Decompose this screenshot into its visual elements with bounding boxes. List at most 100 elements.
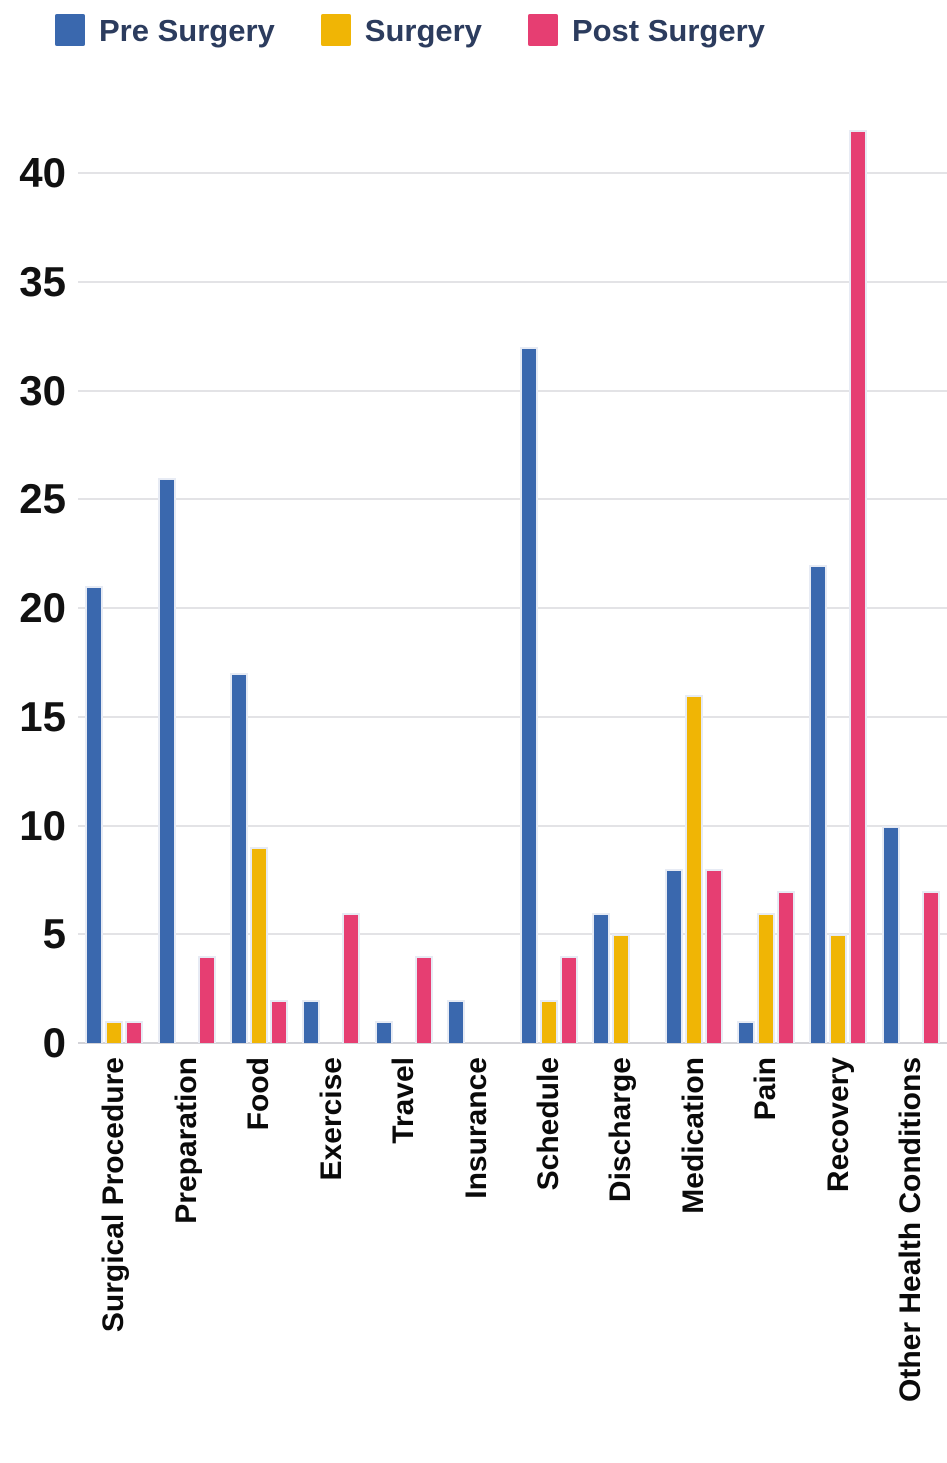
bar-slot-pre-surgery (447, 999, 466, 1043)
bar-group-food (223, 108, 295, 1043)
bar-pre-surgery-recovery[interactable] (809, 564, 828, 1043)
bar-surgery-food[interactable] (250, 847, 269, 1043)
bar-pre-surgery-travel[interactable] (374, 1021, 393, 1043)
bar-slot-surgery (829, 934, 848, 1043)
x-label-schedule: Schedule (531, 1057, 565, 1191)
legend-label-post-surgery: Post Surgery (571, 12, 765, 48)
x-label-cell-pain: Pain (730, 1043, 802, 1461)
bar-slot-post-surgery (342, 912, 361, 1043)
bar-post-surgery-preparation[interactable] (197, 956, 216, 1043)
y-tick-label-35: 35 (19, 257, 66, 305)
x-label-surgical-procedure: Surgical Procedure (97, 1057, 131, 1333)
x-label-cell-insurance: Insurance (440, 1043, 512, 1461)
bar-slot-surgery (105, 1021, 124, 1043)
bar-slot-post-surgery (559, 956, 578, 1043)
y-tick-label-0: 0 (42, 1019, 66, 1066)
bar-slot-pre-surgery (881, 825, 900, 1043)
bar-post-surgery-travel[interactable] (414, 956, 433, 1043)
bar-slot-pre-surgery (809, 564, 828, 1043)
x-label-recovery: Recovery (821, 1057, 855, 1193)
bar-pre-surgery-schedule[interactable] (519, 347, 538, 1043)
bar-pre-surgery-surgical-procedure[interactable] (85, 586, 104, 1043)
legend-label-pre-surgery: Pre Surgery (99, 12, 275, 48)
gridline-5 (78, 933, 947, 936)
bar-group-preparation (150, 108, 222, 1043)
x-label-preparation: Preparation (169, 1057, 203, 1224)
bar-post-surgery-food[interactable] (270, 999, 289, 1043)
bar-slot-surgery (757, 912, 775, 1043)
bar-pre-surgery-insurance[interactable] (447, 999, 466, 1043)
bar-pre-surgery-pain[interactable] (737, 1021, 755, 1043)
bar-pre-surgery-food[interactable] (230, 673, 249, 1043)
bar-post-surgery-medication[interactable] (704, 869, 723, 1043)
x-label-other-health-conditions: Other Health Conditions (894, 1057, 928, 1402)
bar-post-surgery-pain[interactable] (777, 890, 795, 1043)
bar-slot-post-surgery (125, 1021, 144, 1043)
bar-post-surgery-schedule[interactable] (559, 956, 578, 1043)
y-tick-label-10: 10 (19, 801, 66, 849)
bar-surgery-recovery[interactable] (829, 934, 848, 1043)
gridline-35 (78, 280, 947, 283)
bar-pre-surgery-preparation[interactable] (157, 477, 176, 1043)
bar-slot-pre-surgery (230, 673, 249, 1043)
x-label-food: Food (242, 1057, 276, 1131)
y-tick-label-5: 5 (42, 910, 66, 958)
bar-pre-surgery-exercise[interactable] (302, 999, 321, 1043)
legend-item-pre-surgery[interactable]: Pre Surgery (55, 14, 275, 46)
bar-surgery-discharge[interactable] (612, 934, 631, 1043)
gridline-15 (78, 715, 947, 718)
bar-slot-surgery (539, 999, 558, 1043)
x-label-pain: Pain (749, 1057, 783, 1121)
legend-item-surgery[interactable]: Surgery (320, 12, 482, 48)
bar-pre-surgery-other-health-conditions[interactable] (881, 825, 900, 1043)
y-tick-label-40: 40 (19, 149, 66, 197)
x-label-cell-discharge: Discharge (585, 1043, 657, 1461)
x-axis-spacer (0, 1043, 78, 1461)
bar-slot-pre-surgery (157, 477, 176, 1043)
bar-slot-pre-surgery (519, 347, 538, 1043)
plot-row: 0 5 10 15 20 25 30 35 40 (0, 108, 947, 1064)
bar-group-exercise (295, 108, 367, 1043)
legend-item-post-surgery[interactable]: Post Surgery (527, 12, 765, 48)
gridline-30 (78, 389, 947, 392)
bar-post-surgery-exercise[interactable] (342, 912, 361, 1043)
bar-slot-pre-surgery (374, 1021, 393, 1043)
bar-post-surgery-other-health-conditions[interactable] (921, 890, 940, 1043)
gridline-20 (78, 607, 947, 610)
bar-surgery-medication[interactable] (684, 695, 703, 1043)
gridline-25 (78, 498, 947, 501)
bar-post-surgery-recovery[interactable] (849, 129, 868, 1043)
bar-slot-post-surgery (921, 890, 940, 1043)
bar-pre-surgery-discharge[interactable] (592, 912, 611, 1043)
bar-post-surgery-surgical-procedure[interactable] (125, 1021, 144, 1043)
bar-group-medication (657, 108, 729, 1043)
bar-slot-post-surgery (270, 999, 289, 1043)
bar-slot-post-surgery (197, 956, 216, 1043)
bar-slot-post-surgery (777, 890, 795, 1043)
x-label-insurance: Insurance (459, 1057, 493, 1199)
bar-slot-post-surgery (704, 869, 723, 1043)
x-label-cell-surgical-procedure: Surgical Procedure (78, 1043, 150, 1461)
x-label-cell-exercise: Exercise (295, 1043, 367, 1461)
bar-slot-post-surgery (849, 129, 868, 1043)
bar-surgery-pain[interactable] (757, 912, 775, 1043)
bar-surgery-surgical-procedure[interactable] (105, 1021, 124, 1043)
y-tick-label-25: 25 (19, 475, 66, 523)
bar-slot-surgery (684, 695, 703, 1043)
bar-slot-pre-surgery (302, 999, 321, 1043)
legend-swatch-pre-surgery (55, 14, 85, 46)
legend-label-surgery: Surgery (364, 12, 482, 48)
bar-pre-surgery-medication[interactable] (664, 869, 683, 1043)
bar-slot-surgery (612, 934, 631, 1043)
bar-slot-pre-surgery (592, 912, 611, 1043)
x-label-cell-other-health-conditions: Other Health Conditions (875, 1043, 947, 1461)
bar-surgery-schedule[interactable] (539, 999, 558, 1043)
x-label-cell-recovery: Recovery (802, 1043, 874, 1461)
x-label-cell-medication: Medication (657, 1043, 729, 1461)
bar-groups (78, 108, 947, 1043)
bar-group-recovery (802, 108, 874, 1043)
x-label-cell-preparation: Preparation (150, 1043, 222, 1461)
bar-group-other-health-conditions (875, 108, 947, 1043)
legend-swatch-surgery (320, 14, 351, 46)
x-label-travel: Travel (387, 1057, 421, 1144)
